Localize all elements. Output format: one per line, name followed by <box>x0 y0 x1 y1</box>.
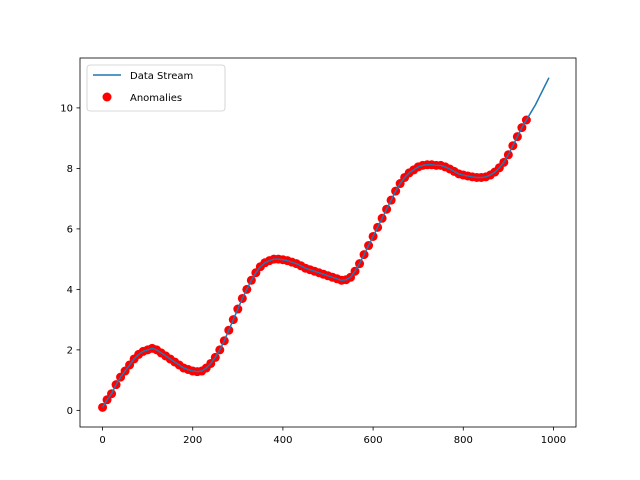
legend: Data Stream Anomalies <box>86 64 226 112</box>
x-tick-label: 600 <box>364 435 383 446</box>
y-tick-label: 8 <box>67 164 73 175</box>
plot-frame <box>79 57 577 428</box>
y-axis: 0 2 4 6 8 10 <box>60 103 80 417</box>
x-tick-label: 200 <box>183 435 202 446</box>
y-tick-label: 2 <box>67 345 73 356</box>
plot-background <box>80 58 576 427</box>
y-tick-label: 10 <box>60 103 73 114</box>
line-layer <box>101 77 550 408</box>
x-axis: 0 200 400 600 800 1000 <box>99 427 566 446</box>
x-tick-label: 800 <box>454 435 473 446</box>
legend-box <box>86 64 226 112</box>
y-tick-label: 6 <box>67 224 73 235</box>
legend-label-data-stream: Data Stream <box>130 71 193 82</box>
x-tick-label: 400 <box>273 435 292 446</box>
data-stream-line <box>101 77 550 408</box>
x-tick-label: 1000 <box>541 435 566 446</box>
x-tick-label: 0 <box>99 435 105 446</box>
y-tick-label: 4 <box>67 285 73 296</box>
y-tick-label: 0 <box>67 406 73 417</box>
legend-dot-swatch <box>102 92 112 102</box>
legend-label-anomalies: Anomalies <box>130 93 182 104</box>
plot-area <box>80 58 576 427</box>
